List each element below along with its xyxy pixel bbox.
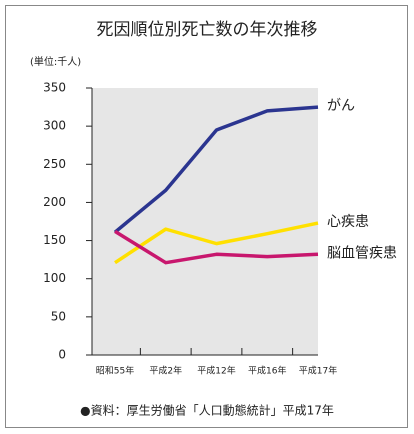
unit-label: (単位:千人) bbox=[30, 55, 81, 68]
series-label: 心疾患 bbox=[327, 214, 369, 230]
x-tick-label: 平成12年 bbox=[197, 365, 235, 377]
x-tick-label: 平成17年 bbox=[299, 365, 337, 377]
series-label: がん bbox=[327, 98, 355, 114]
y-tick-label: 200 bbox=[43, 195, 66, 209]
series-line bbox=[114, 221, 319, 265]
y-tick-label: 250 bbox=[43, 157, 66, 171]
source-note: ●資料：厚生労働省「人口動態統計」平成17年 bbox=[80, 403, 334, 418]
x-tick-label: 平成16年 bbox=[248, 365, 286, 377]
y-tick-label: 150 bbox=[43, 233, 66, 247]
x-tick-label: 昭和55年 bbox=[96, 365, 134, 377]
series-line bbox=[113, 105, 319, 234]
y-tick-label: 100 bbox=[43, 271, 66, 285]
series-label: 脳血管疾患 bbox=[327, 245, 397, 261]
x-tick-label: 平成2年 bbox=[149, 365, 182, 377]
y-tick-label: 50 bbox=[51, 309, 66, 323]
chart-title: 死因順位別死亡数の年次推移 bbox=[97, 20, 318, 40]
y-tick-label: 350 bbox=[43, 81, 66, 95]
series-line bbox=[114, 229, 319, 265]
y-tick-label: 300 bbox=[43, 119, 66, 133]
y-tick-label: 0 bbox=[58, 348, 66, 362]
